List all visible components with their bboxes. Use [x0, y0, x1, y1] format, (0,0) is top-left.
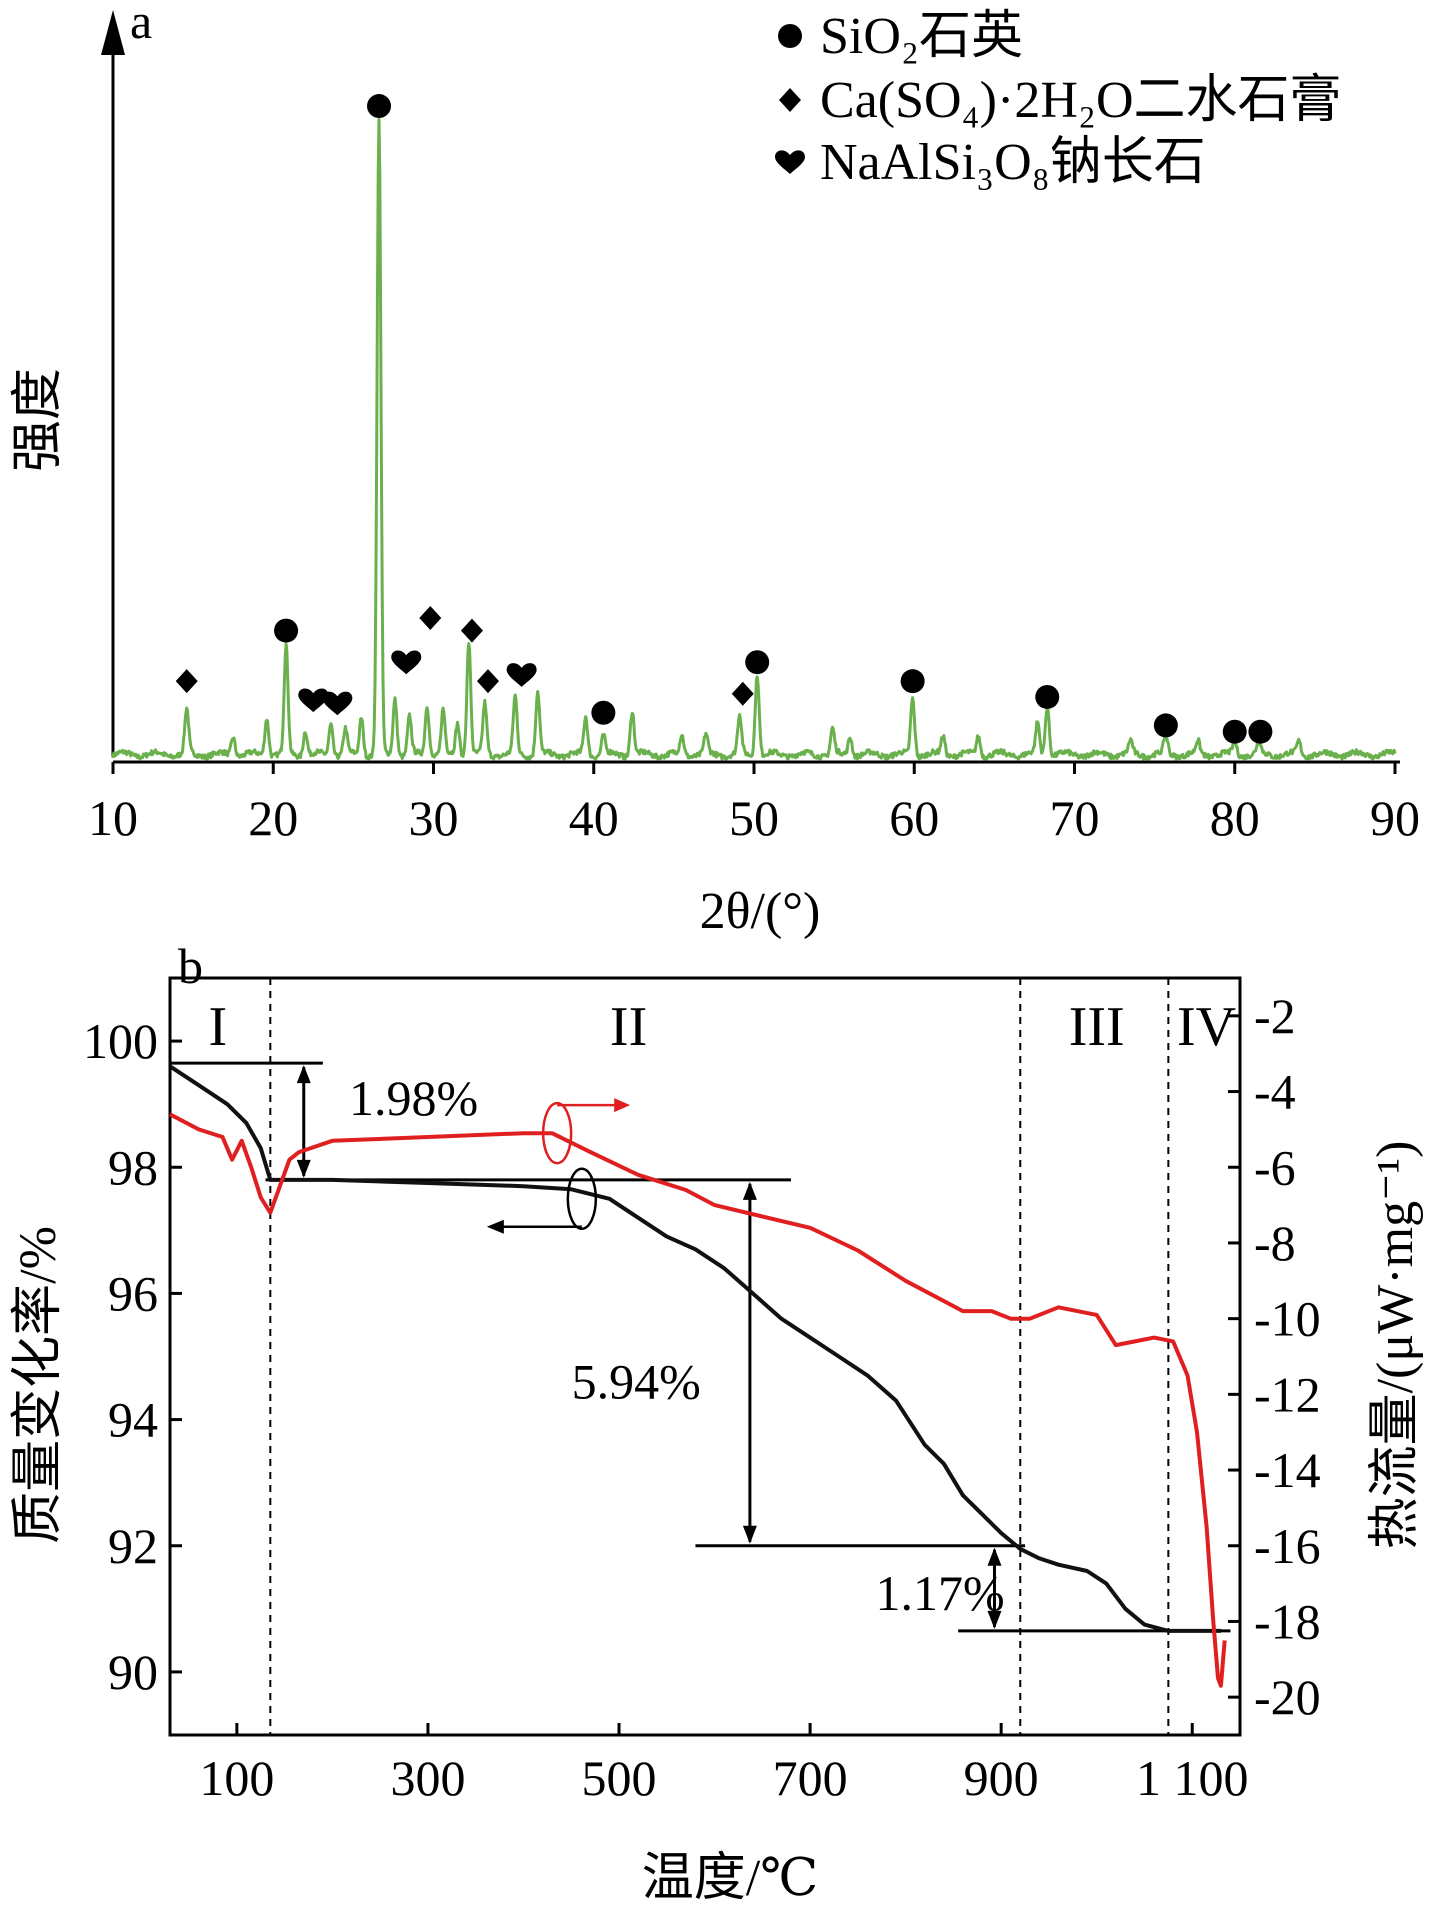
xrd-heart-marker — [322, 691, 353, 716]
region-label: II — [610, 996, 647, 1058]
thermal-right-tick-label: -18 — [1254, 1593, 1321, 1649]
panel-label-a: a — [130, 0, 152, 49]
thermal-right-tick-label: -2 — [1254, 988, 1296, 1044]
thermal-left-y-axis-label: 质量变化率/% — [10, 1226, 67, 1544]
thermal-right-tick-label: -12 — [1254, 1366, 1321, 1422]
xrd-x-ticks: 10 20 30 40 50 60 70 80 90 — [88, 762, 1420, 846]
xrd-panel: a 10 20 30 40 50 60 70 80 90 2θ/(°) 强度 SiO₂石英 Ca(… — [10, 0, 1420, 940]
thermal-plot-frame — [168, 976, 1242, 1737]
panel-label-b: b — [178, 938, 203, 994]
xrd-x-tick-label: 80 — [1210, 790, 1260, 846]
arrow-down-icon — [742, 1525, 757, 1544]
thermal-left-tick-label: 92 — [108, 1518, 158, 1574]
thermal-x-tick-label: 1 100 — [1136, 1750, 1249, 1806]
xrd-circle-marker — [591, 700, 616, 725]
xrd-x-tick-label: 30 — [409, 790, 459, 846]
thermal-x-tick-label: 900 — [964, 1750, 1039, 1806]
xrd-heart-marker — [391, 650, 422, 675]
diamond-icon — [779, 88, 801, 112]
xrd-x-tick-label: 70 — [1050, 790, 1100, 846]
xrd-diamond-marker — [460, 618, 483, 643]
region-label: III — [1069, 996, 1125, 1058]
thermal-left-tick-label: 94 — [108, 1392, 158, 1448]
mass-loss-step-lines — [170, 1061, 1231, 1633]
xrd-legend-label: SiO₂石英 — [820, 8, 1023, 65]
thermal-left-tick-label: 98 — [108, 1139, 158, 1195]
xrd-circle-marker — [1153, 713, 1178, 738]
region-label: I — [208, 996, 227, 1058]
thermal-axes — [168, 976, 1242, 1737]
xrd-x-tick-label: 60 — [889, 790, 939, 846]
xrd-diamond-marker — [419, 605, 442, 630]
xrd-circle-marker — [274, 618, 299, 643]
arrow-down-icon — [296, 1159, 311, 1178]
xrd-heart-marker — [298, 688, 329, 713]
mass-loss-label: 5.94% — [572, 1354, 701, 1410]
thermal-right-tick-label: -8 — [1254, 1215, 1296, 1271]
xrd-y-axis-label: 强度 — [10, 368, 67, 472]
xrd-pattern — [111, 117, 1397, 761]
xrd-legend-label: Ca(SO₄)·2H₂O二水石膏 — [820, 72, 1342, 129]
dsc-curve-indicator-icon — [541, 1101, 573, 1165]
curve-axis-indicators — [486, 1098, 631, 1234]
thermal-left-tick-label: 96 — [108, 1265, 158, 1321]
xrd-x-tick-label: 10 — [88, 790, 138, 846]
xrd-circle-marker — [367, 94, 392, 119]
xrd-circle-marker — [1222, 719, 1247, 744]
arrow-up-icon — [987, 1547, 1002, 1566]
thermal-regions: I II III IV — [208, 978, 1236, 1735]
thermal-left-tick-label: 100 — [83, 1013, 158, 1069]
mass-loss-label: 1.98% — [349, 1070, 478, 1126]
thermal-right-tick-label: -6 — [1254, 1139, 1296, 1195]
xrd-x-axis-label: 2θ/(°) — [700, 883, 821, 940]
xrd-diamond-marker — [731, 681, 754, 706]
thermal-x-tick-label: 700 — [773, 1750, 848, 1806]
xrd-diamond-marker — [476, 669, 499, 694]
xrd-x-tick-label: 90 — [1370, 790, 1420, 846]
arrow-right-icon — [614, 1098, 631, 1113]
xrd-circle-marker — [745, 650, 770, 675]
xrd-x-tick-label: 50 — [729, 790, 779, 846]
thermal-right-tick-label: -14 — [1254, 1442, 1321, 1498]
xrd-y-axis-arrow-icon — [101, 10, 125, 55]
heart-icon — [775, 150, 805, 174]
xrd-legend-label: NaAlSi₃O₈钠长石 — [820, 134, 1206, 191]
region-label: IV — [1177, 996, 1236, 1058]
thermal-panel: b I II III IV 1.98%5.94%1.17% 100 300 500 700 9… — [10, 938, 1424, 1907]
thermal-ticks: 100 300 500 700 900 1 100 90 92 94 96 98 100 -20 -18 -… — [83, 988, 1321, 1806]
arrow-up-icon — [296, 1065, 311, 1084]
xrd-circle-marker — [900, 669, 925, 694]
thermal-right-tick-label: -16 — [1254, 1518, 1321, 1574]
mass-loss-annotations: 1.98% 5.94% 1.17% — [349, 1070, 1005, 1621]
xrd-x-tick-label: 20 — [248, 790, 298, 846]
thermal-right-y-axis-label: 热流量/(μW·mg⁻¹) — [1367, 1141, 1424, 1550]
thermal-right-tick-label: -4 — [1254, 1064, 1296, 1120]
mass-loss-label: 1.17% — [875, 1565, 1004, 1621]
xrd-phase-markers — [175, 94, 1273, 744]
thermal-x-tick-label: 100 — [199, 1750, 274, 1806]
xrd-circle-marker — [1035, 684, 1060, 709]
dsc-heat-flow-curve — [169, 1112, 1227, 1688]
arrow-down-icon — [987, 1610, 1002, 1629]
thermal-right-tick-label: -20 — [1254, 1669, 1321, 1725]
xrd-x-tick-label: 40 — [569, 790, 619, 846]
arrow-up-icon — [742, 1181, 757, 1200]
circle-icon — [778, 24, 802, 48]
thermal-series — [168, 1064, 1227, 1688]
xrd-heart-marker — [506, 663, 537, 687]
xrd-circle-marker — [1248, 719, 1273, 744]
thermal-right-tick-label: -10 — [1254, 1291, 1321, 1347]
thermal-x-axis-label: 温度/℃ — [642, 1850, 819, 1907]
thermal-left-tick-label: 90 — [108, 1644, 158, 1700]
thermal-x-tick-label: 300 — [390, 1750, 465, 1806]
arrow-left-icon — [486, 1219, 504, 1234]
tg-curve-indicator-icon — [566, 1167, 598, 1231]
xrd-diamond-marker — [175, 669, 198, 694]
xrd-intensity-line — [111, 117, 1397, 761]
xrd-axes — [101, 10, 1400, 764]
thermal-x-tick-label: 500 — [582, 1750, 657, 1806]
